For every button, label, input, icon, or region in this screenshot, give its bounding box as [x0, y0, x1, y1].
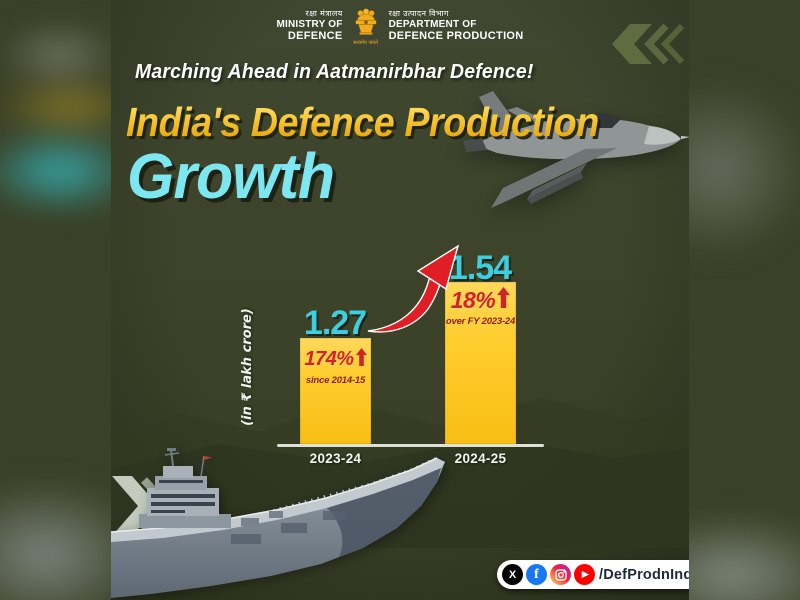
x-icon: X	[502, 564, 523, 585]
social-handle-text: /DefProdnIndia	[599, 566, 689, 583]
blur-band-left	[0, 0, 111, 600]
chevron-left-icons	[612, 24, 685, 64]
annotation-2024-25: 18%	[445, 287, 516, 314]
ministry-line1: MINISTRY OF	[276, 19, 343, 31]
blur-band-right	[688, 0, 800, 600]
department-line1: DEPARTMENT OF	[388, 19, 477, 31]
growth-note-2023-24: since 2014-15	[305, 375, 366, 386]
x-label-2023-24: 2023-24	[309, 451, 362, 466]
youtube-icon	[574, 564, 595, 585]
department-hindi-label: रक्षा उत्पादन विभाग	[388, 9, 449, 19]
ashoka-emblem: सत्यमेव जयते	[352, 7, 380, 46]
bar-chart: (in ₹ lakh crore) 1.27 1.54 174% since 2…	[111, 0, 689, 600]
emblem-motto: सत्यमेव जयते	[353, 40, 378, 46]
department-block: रक्षा उत्पादन विभाग DEPARTMENT OF DEFENC…	[388, 9, 524, 43]
x-label-2024-25: 2024-25	[454, 451, 507, 466]
sub-title-growth: Growth	[127, 140, 335, 212]
y-axis-label: (in ₹ lakh crore)	[240, 308, 255, 426]
annotation-2023-24: 174%	[300, 348, 371, 371]
ministry-block: रक्षा मंत्रालय MINISTRY OF DEFENCE	[276, 9, 343, 43]
growth-arrow-icon	[367, 244, 460, 333]
bar-value-2024-25: 1.54	[448, 249, 512, 287]
ministry-line2: DEFENCE	[287, 30, 343, 43]
up-arrow-icon	[497, 287, 511, 308]
growth-pct-2024-25: 18%	[450, 287, 496, 313]
social-handle-pill: X f /DefProdnIndia	[497, 560, 689, 589]
blur-blobs-left	[0, 0, 111, 600]
growth-note-2024-25: over FY 2023-24	[445, 316, 516, 327]
poster-content: रक्षा मंत्रालय MINISTRY OF DEFENCE सत्यम…	[111, 0, 689, 600]
tagline-text: Marching Ahead in Aatmanirbhar Defence!	[135, 61, 534, 83]
x-axis-line	[277, 444, 544, 447]
facebook-icon: f	[526, 564, 547, 585]
government-header: रक्षा मंत्रालय MINISTRY OF DEFENCE सत्यम…	[111, 7, 689, 46]
main-title: India's Defence Production	[126, 99, 599, 145]
instagram-icon	[550, 564, 571, 585]
department-line2: DEFENCE PRODUCTION	[388, 30, 524, 43]
fighter-jet-image	[463, 91, 689, 208]
growth-pct-2023-24: 174%	[304, 348, 354, 370]
blur-blobs-right	[688, 0, 800, 600]
aircraft-carrier-image	[111, 448, 445, 598]
bar-2024-25	[445, 282, 516, 444]
bar-value-2023-24: 1.27	[303, 304, 367, 342]
ashoka-emblem-icon	[355, 8, 377, 35]
up-arrow-icon	[355, 348, 367, 366]
ministry-hindi-label: रक्षा मंत्रालय	[305, 9, 343, 19]
